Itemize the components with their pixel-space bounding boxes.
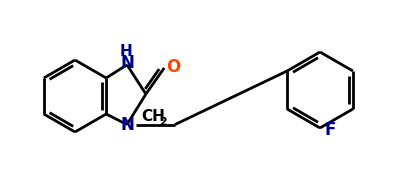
Text: N: N — [120, 54, 134, 72]
Text: N: N — [120, 116, 134, 134]
Text: 2: 2 — [160, 117, 167, 127]
Text: F: F — [324, 121, 336, 139]
Text: CH: CH — [142, 109, 166, 124]
Text: H: H — [120, 44, 132, 59]
Text: O: O — [166, 58, 181, 76]
